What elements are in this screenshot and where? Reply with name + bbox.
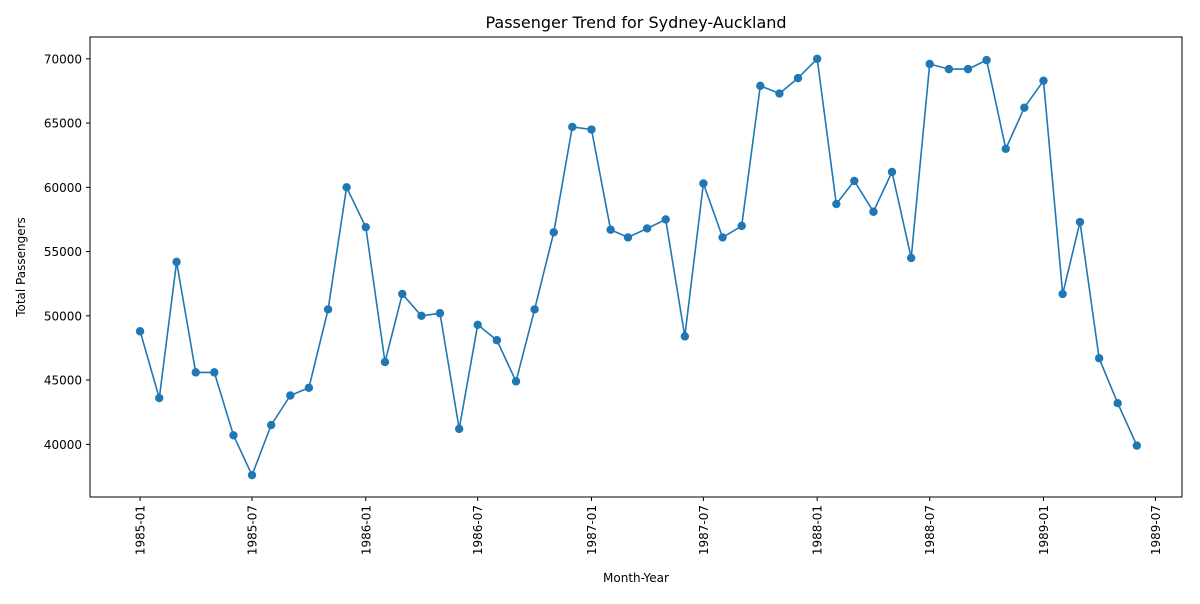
data-point <box>680 332 690 341</box>
data-point <box>850 176 859 186</box>
data-point <box>172 257 181 267</box>
data-point <box>623 233 633 242</box>
y-tick-label: 40000 <box>44 438 82 452</box>
y-axis-label: Total Passengers <box>14 217 28 318</box>
data-point <box>756 81 765 91</box>
data-point <box>342 183 351 192</box>
data-point <box>925 59 934 69</box>
data-point <box>737 221 746 231</box>
data-point <box>944 64 954 74</box>
data-point <box>642 224 652 233</box>
data-point <box>1039 76 1048 85</box>
data-point <box>699 179 708 188</box>
y-tick-label: 60000 <box>44 181 82 195</box>
data-point <box>247 470 257 480</box>
x-tick-label: 1989-01 <box>1037 505 1051 555</box>
data-point <box>435 309 445 318</box>
x-tick-label: 1987-01 <box>585 505 599 555</box>
data-point <box>417 311 426 321</box>
y-tick-label: 50000 <box>44 309 82 323</box>
data-point <box>568 122 577 132</box>
data-point <box>812 54 822 64</box>
data-point <box>286 391 295 400</box>
data-point <box>832 199 841 209</box>
data-point <box>1113 399 1122 408</box>
data-point <box>549 228 558 237</box>
x-tick-label: 1986-01 <box>359 505 373 555</box>
data-point <box>775 89 784 98</box>
data-point <box>1020 103 1029 112</box>
x-tick-label: 1988-07 <box>923 505 937 555</box>
data-point <box>793 73 803 83</box>
data-point <box>135 327 145 336</box>
x-tick-label: 1986-07 <box>471 505 485 555</box>
data-point <box>229 431 238 440</box>
data-point <box>191 368 200 377</box>
data-point <box>963 64 973 74</box>
data-point <box>398 289 407 299</box>
x-tick-label: 1985-07 <box>246 505 260 555</box>
data-point <box>473 320 482 330</box>
data-point <box>530 305 539 314</box>
data-point <box>492 336 502 345</box>
y-tick-label: 70000 <box>44 52 82 66</box>
plot-frame <box>89 36 1183 498</box>
data-point <box>1001 144 1010 153</box>
y-tick-label: 45000 <box>44 374 82 388</box>
y-tick-label: 65000 <box>44 117 82 131</box>
x-tick-label: 1985-01 <box>134 505 148 555</box>
data-point <box>1094 354 1104 363</box>
x-tick-label: 1987-07 <box>697 505 711 555</box>
data-point <box>454 424 464 434</box>
x-tick-label: 1988-01 <box>811 505 825 555</box>
data-point <box>1075 217 1085 227</box>
data-point <box>155 393 164 403</box>
data-point <box>361 222 370 232</box>
x-axis-label: Month-Year <box>603 571 669 585</box>
data-point <box>210 368 219 377</box>
data-point <box>323 305 333 314</box>
data-point <box>718 233 727 242</box>
data-point <box>869 207 878 216</box>
series-line <box>139 57 1138 477</box>
data-point <box>304 383 314 392</box>
data-point <box>906 253 916 263</box>
data-point <box>587 125 596 134</box>
y-tick-label: 55000 <box>44 245 82 259</box>
data-point <box>380 357 390 367</box>
data-point <box>982 55 991 65</box>
data-point <box>511 377 521 386</box>
data-point <box>1058 289 1067 299</box>
data-point <box>266 420 276 430</box>
data-point <box>887 167 897 177</box>
data-point <box>1132 441 1142 450</box>
x-tick-label: 1989-07 <box>1149 505 1163 555</box>
data-point <box>606 225 615 234</box>
chart-title: Passenger Trend for Sydney-Auckland <box>485 13 786 32</box>
data-point <box>661 215 670 224</box>
